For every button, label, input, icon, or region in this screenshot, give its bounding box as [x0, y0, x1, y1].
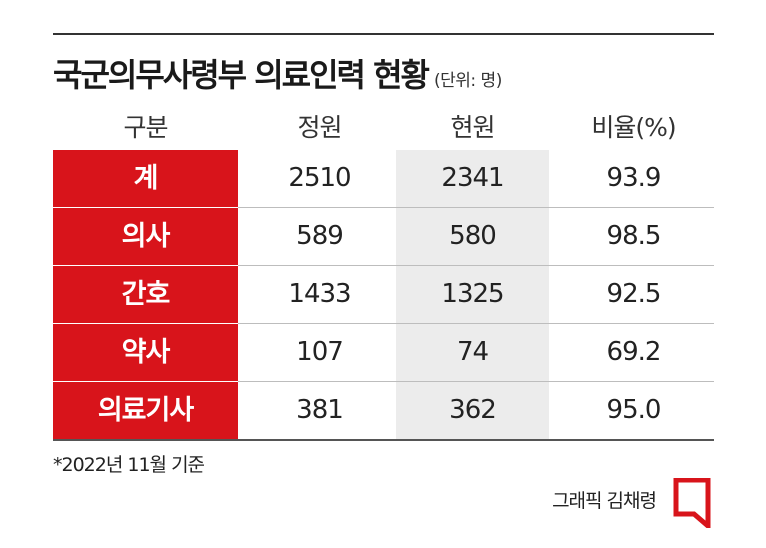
table-header: 구분 정원 현원 비율(%) [53, 108, 714, 148]
table-row: 계 2510 2341 93.9 [53, 150, 714, 208]
row-category: 의료기사 [53, 382, 238, 439]
row-category: 계 [53, 150, 238, 207]
row-divider [238, 323, 714, 324]
cell-quota: 381 [296, 395, 344, 425]
cell-current: 362 [449, 395, 497, 425]
cell-ratio: 92.5 [606, 279, 662, 309]
graphic-credit: 그래픽 김채령 [552, 490, 657, 512]
cell-ratio: 98.5 [606, 221, 662, 251]
row-divider [238, 381, 714, 382]
cell-current: 1325 [441, 279, 504, 309]
label-divider [53, 207, 238, 208]
top-rule [53, 33, 714, 35]
label-divider [53, 381, 238, 382]
label-divider [53, 265, 238, 266]
cell-quota: 589 [296, 221, 344, 251]
table-row: 의사 589 580 98.5 [53, 208, 714, 266]
table-row: 약사 107 74 69.2 [53, 324, 714, 382]
cell-quota: 1433 [288, 279, 351, 309]
footnote: *2022년 11월 기준 [53, 454, 205, 476]
cell-current: 2341 [441, 163, 504, 193]
header-ratio: 비율(%) [591, 113, 676, 142]
cell-ratio: 69.2 [606, 337, 662, 367]
table-title-block: 국군의무사령부 의료인력 현황 (단위: 명) [53, 50, 502, 96]
row-category: 의사 [53, 208, 238, 265]
cell-current: 580 [449, 221, 497, 251]
data-table: 계 2510 2341 93.9 의사 589 580 98.5 간호 1433… [53, 150, 714, 440]
current-column-shade [396, 150, 549, 440]
row-divider [238, 207, 714, 208]
red-bracket-logo-icon [672, 477, 712, 532]
cell-current: 74 [456, 337, 489, 367]
cell-ratio: 93.9 [606, 163, 662, 193]
header-quota: 정원 [297, 113, 342, 142]
unit-label: (단위: 명) [434, 71, 502, 91]
cell-ratio: 95.0 [606, 395, 662, 425]
table-row: 간호 1433 1325 92.5 [53, 266, 714, 324]
row-divider [238, 265, 714, 266]
cell-quota: 107 [296, 337, 344, 367]
header-category: 구분 [123, 113, 168, 142]
cell-quota: 2510 [288, 163, 351, 193]
header-current: 현원 [450, 113, 495, 142]
row-category: 약사 [53, 324, 238, 381]
bottom-rule [53, 439, 714, 441]
row-category: 간호 [53, 266, 238, 323]
table-row: 의료기사 381 362 95.0 [53, 382, 714, 440]
label-divider [53, 323, 238, 324]
table-title: 국군의무사령부 의료인력 현황 [53, 56, 430, 94]
